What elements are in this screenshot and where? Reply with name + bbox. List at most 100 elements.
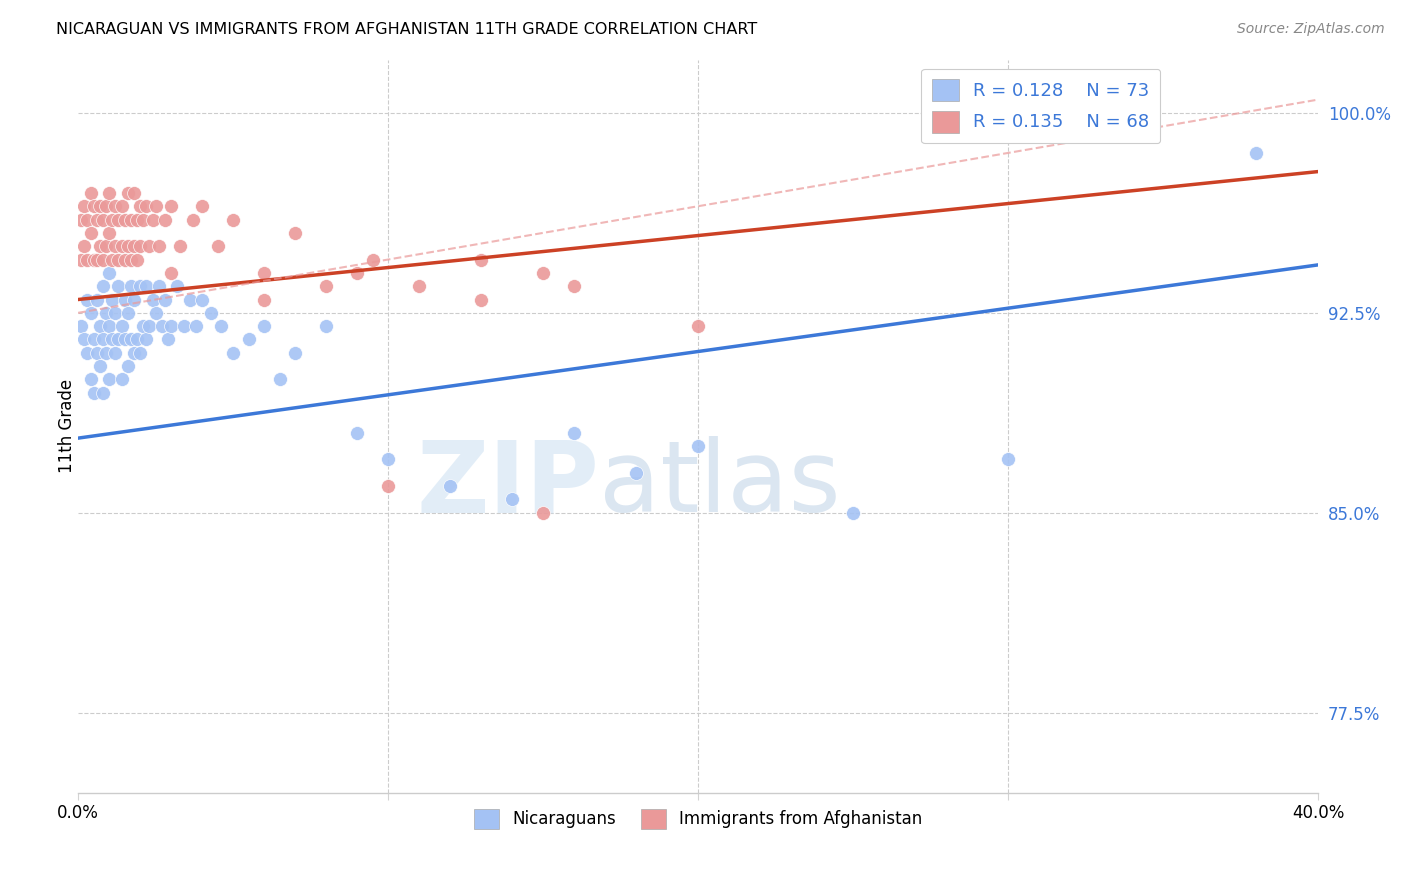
Point (91, 333, 114, 347)
Point (439, 479, 461, 493)
Y-axis label: 11th Grade: 11th Grade (58, 379, 76, 473)
Point (135, 333, 157, 347)
Point (284, 346, 307, 360)
Point (76, 212, 98, 227)
Point (145, 199, 167, 213)
Point (160, 199, 183, 213)
Point (135, 199, 157, 213)
Point (107, 252, 129, 267)
Point (98, 319, 121, 334)
Point (70, 252, 93, 267)
Point (76, 293, 98, 307)
Point (110, 239, 132, 253)
Point (94, 346, 117, 360)
Point (91, 279, 114, 293)
Point (83, 199, 105, 213)
Point (501, 492, 523, 507)
Point (129, 239, 152, 253)
Point (98, 266, 121, 280)
Point (76, 252, 98, 267)
Point (1246, 145, 1268, 160)
Point (73, 333, 96, 347)
Point (104, 306, 127, 320)
Point (842, 506, 865, 520)
Point (531, 506, 554, 520)
Point (160, 266, 183, 280)
Point (200, 306, 222, 320)
Point (101, 252, 124, 267)
Point (207, 239, 229, 253)
Point (129, 346, 152, 360)
Point (408, 279, 430, 293)
Point (179, 293, 201, 307)
Point (315, 319, 337, 334)
Point (997, 452, 1019, 467)
Point (83, 333, 105, 347)
Point (157, 333, 180, 347)
Point (624, 466, 647, 480)
Point (222, 346, 245, 360)
Point (83, 252, 105, 267)
Point (169, 239, 191, 253)
Point (107, 333, 129, 347)
Point (191, 293, 214, 307)
Point (91, 252, 114, 267)
Point (209, 319, 232, 334)
Point (148, 239, 170, 253)
Point (98, 186, 121, 200)
Point (91, 385, 114, 400)
Point (94, 199, 117, 213)
Point (138, 319, 160, 334)
Point (346, 266, 368, 280)
Point (104, 239, 127, 253)
Point (377, 479, 399, 493)
Point (101, 212, 124, 227)
Text: Source: ZipAtlas.com: Source: ZipAtlas.com (1237, 22, 1385, 37)
Point (253, 319, 276, 334)
Point (222, 212, 245, 227)
Point (531, 266, 554, 280)
Point (76, 346, 98, 360)
Point (101, 293, 124, 307)
Text: ZIP: ZIP (416, 436, 599, 533)
Point (101, 333, 124, 347)
Point (120, 333, 142, 347)
Point (79, 372, 101, 386)
Point (117, 359, 139, 373)
Point (122, 293, 145, 307)
Point (110, 319, 132, 334)
Point (70, 212, 93, 227)
Point (117, 239, 139, 253)
Point (86, 212, 108, 227)
Point (688, 439, 710, 453)
Point (191, 199, 214, 213)
Point (315, 279, 337, 293)
Point (562, 279, 585, 293)
Point (122, 186, 145, 200)
Point (110, 372, 132, 386)
Point (141, 212, 163, 227)
Point (173, 319, 195, 334)
Point (104, 199, 127, 213)
Point (377, 452, 399, 467)
Point (89, 239, 111, 253)
Point (120, 279, 142, 293)
Point (98, 372, 121, 386)
Point (73, 239, 96, 253)
Point (79, 226, 101, 240)
Point (181, 212, 204, 227)
Point (79, 186, 101, 200)
Point (125, 333, 148, 347)
Point (120, 212, 142, 227)
Point (470, 293, 492, 307)
Point (284, 226, 307, 240)
Point (361, 252, 384, 267)
Point (141, 293, 163, 307)
Point (135, 279, 157, 293)
Point (114, 212, 136, 227)
Point (129, 279, 152, 293)
Point (184, 319, 207, 334)
Point (470, 252, 492, 267)
Point (122, 346, 145, 360)
Point (114, 333, 136, 347)
